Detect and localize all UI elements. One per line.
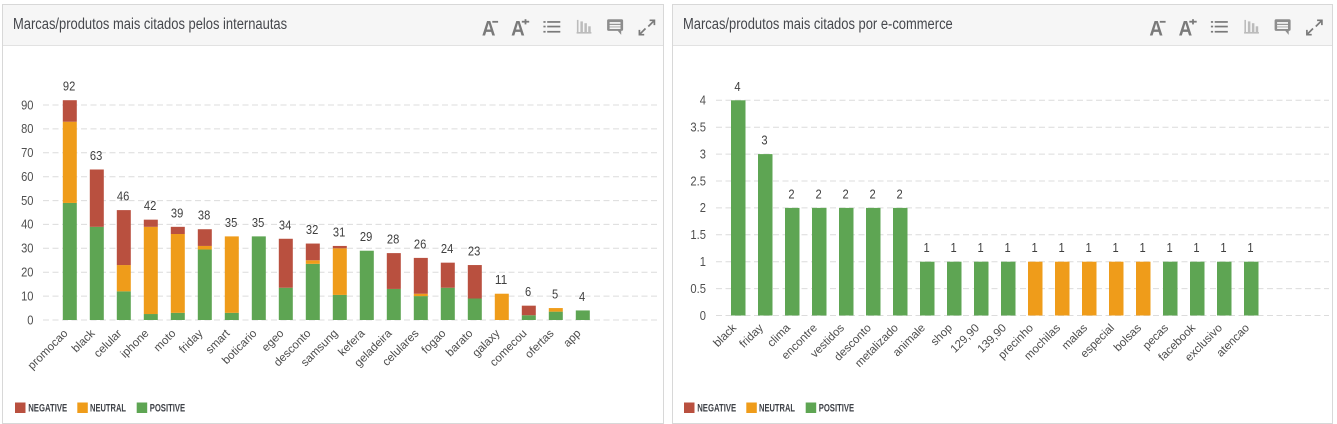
- svg-text:celular: celular: [92, 328, 125, 361]
- svg-text:1: 1: [1140, 240, 1146, 255]
- svg-text:31: 31: [333, 224, 345, 239]
- svg-text:2: 2: [897, 186, 903, 201]
- svg-text:0: 0: [27, 312, 33, 327]
- svg-text:NEUTRAL: NEUTRAL: [759, 402, 795, 414]
- svg-text:0.5: 0.5: [690, 281, 706, 296]
- svg-text:20: 20: [21, 265, 33, 280]
- svg-text:1: 1: [700, 254, 706, 269]
- svg-text:4: 4: [579, 289, 585, 304]
- svg-text:3.5: 3.5: [690, 120, 706, 135]
- svg-text:iphone: iphone: [119, 328, 152, 361]
- svg-text:4: 4: [700, 93, 706, 108]
- svg-text:90: 90: [21, 97, 33, 112]
- svg-text:34: 34: [279, 217, 291, 232]
- svg-text:2: 2: [870, 186, 876, 201]
- svg-text:0: 0: [700, 308, 706, 323]
- svg-text:black: black: [712, 322, 740, 350]
- svg-text:10: 10: [21, 288, 33, 303]
- svg-text:4: 4: [734, 79, 740, 94]
- svg-text:1: 1: [1220, 240, 1226, 255]
- svg-text:POSITIVE: POSITIVE: [150, 402, 186, 414]
- svg-text:1: 1: [978, 240, 984, 255]
- svg-text:6: 6: [525, 284, 531, 299]
- svg-text:1: 1: [924, 240, 930, 255]
- svg-text:2: 2: [816, 186, 822, 201]
- svg-text:2.5: 2.5: [690, 173, 706, 188]
- svg-text:2: 2: [700, 200, 706, 215]
- svg-text:5: 5: [552, 287, 558, 302]
- svg-text:28: 28: [387, 232, 399, 247]
- svg-text:2: 2: [788, 186, 794, 201]
- svg-text:32: 32: [306, 222, 318, 237]
- svg-text:129,90: 129,90: [949, 322, 982, 355]
- svg-text:app: app: [561, 328, 583, 350]
- svg-text:A: A: [1149, 17, 1163, 40]
- svg-text:1: 1: [951, 240, 957, 255]
- svg-text:50: 50: [21, 193, 33, 208]
- svg-text:29: 29: [360, 229, 372, 244]
- svg-text:23: 23: [468, 244, 480, 259]
- svg-text:moto: moto: [152, 328, 179, 355]
- svg-text:1: 1: [1193, 240, 1199, 255]
- svg-text:26: 26: [414, 236, 426, 251]
- svg-text:A: A: [1179, 17, 1193, 40]
- svg-text:40: 40: [21, 217, 33, 232]
- svg-text:1.5: 1.5: [690, 227, 706, 242]
- svg-text:3: 3: [700, 146, 706, 161]
- svg-text:A: A: [482, 17, 496, 40]
- svg-text:barato: barato: [444, 328, 476, 360]
- svg-text:42: 42: [144, 198, 156, 213]
- svg-text:1: 1: [1005, 240, 1011, 255]
- svg-text:NEGATIVE: NEGATIVE: [28, 402, 67, 414]
- svg-text:promocao: promocao: [26, 328, 71, 373]
- svg-text:35: 35: [225, 215, 237, 230]
- svg-text:39: 39: [171, 205, 183, 220]
- svg-text:POSITIVE: POSITIVE: [819, 402, 855, 414]
- svg-text:35: 35: [252, 215, 264, 230]
- svg-text:NEUTRAL: NEUTRAL: [90, 402, 126, 414]
- svg-text:1: 1: [1113, 240, 1119, 255]
- svg-text:46: 46: [117, 189, 129, 204]
- svg-text:friday: friday: [177, 327, 206, 356]
- svg-text:friday: friday: [738, 322, 767, 351]
- svg-text:38: 38: [198, 208, 210, 223]
- svg-text:1: 1: [1247, 240, 1253, 255]
- svg-text:30: 30: [21, 241, 33, 256]
- svg-text:80: 80: [21, 121, 33, 136]
- svg-text:bolsas: bolsas: [1112, 322, 1144, 354]
- svg-text:1: 1: [1059, 240, 1065, 255]
- svg-text:NEGATIVE: NEGATIVE: [697, 402, 736, 414]
- svg-text:11: 11: [495, 272, 507, 287]
- svg-text:60: 60: [21, 169, 33, 184]
- svg-text:1: 1: [1167, 240, 1173, 255]
- svg-text:ofertas: ofertas: [523, 327, 557, 361]
- svg-text:24: 24: [441, 241, 453, 256]
- svg-text:3: 3: [761, 133, 767, 148]
- svg-text:2: 2: [843, 186, 849, 201]
- svg-text:63: 63: [90, 148, 102, 163]
- svg-text:1: 1: [1086, 240, 1092, 255]
- svg-text:70: 70: [21, 145, 33, 160]
- svg-text:A: A: [511, 17, 525, 40]
- svg-text:1: 1: [1032, 240, 1038, 255]
- svg-text:92: 92: [63, 79, 75, 94]
